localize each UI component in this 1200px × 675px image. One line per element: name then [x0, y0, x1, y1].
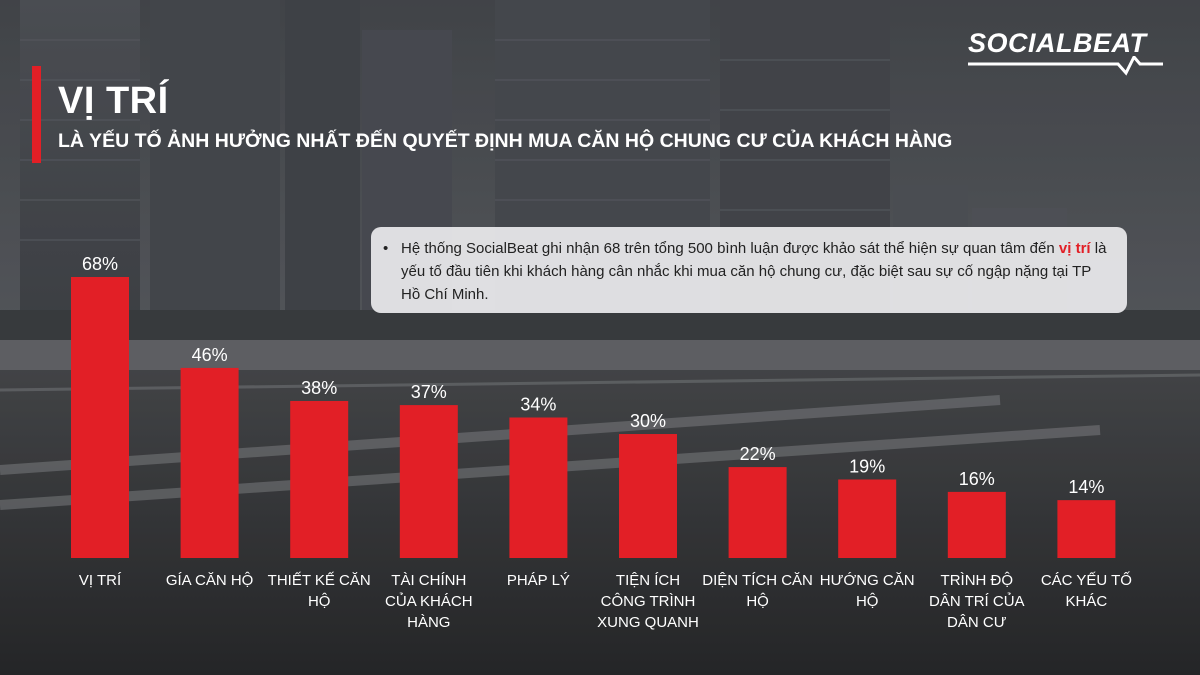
insight-note-box: • Hệ thống SocialBeat ghi nhận 68 trên t… — [371, 227, 1127, 313]
page-subtitle: LÀ YẾU TỐ ẢNH HƯỞNG NHẤT ĐẾN QUYẾT ĐỊNH … — [58, 130, 953, 152]
category-label-4: TÀI CHÍNH CỦA KHÁCH HÀNG — [385, 572, 473, 631]
bullet-icon: • — [383, 240, 389, 257]
category-label-5: PHÁP LÝ — [507, 572, 570, 589]
category-label-3: THIẾT KẾ CĂN HỘ — [268, 572, 371, 610]
value-label-3: 38% — [301, 378, 337, 398]
bar-1 — [71, 277, 129, 558]
bar-2 — [180, 367, 239, 558]
heartbeat-line-icon — [968, 56, 1163, 76]
value-label-6: 30% — [630, 411, 666, 431]
logo-text: SOCIALBEAT — [968, 28, 1147, 58]
note-text-before: Hệ thống SocialBeat ghi nhận 68 trên tổn… — [401, 240, 1059, 257]
bar-6 — [619, 434, 677, 558]
value-label-4: 37% — [411, 382, 447, 402]
category-label-6: TIỆN ÍCH CÔNG TRÌNH XUNG QUANH — [597, 572, 699, 631]
bar-9 — [947, 491, 1006, 558]
value-label-2: 46% — [192, 345, 228, 365]
page-title: VỊ TRÍ — [58, 80, 169, 122]
socialbeat-logo: SOCIALBEAT — [968, 26, 1168, 76]
category-label-10: CÁC YẾU TỐ KHÁC — [1041, 571, 1132, 610]
category-label-1: VỊ TRÍ — [79, 572, 122, 589]
value-label-7: 22% — [740, 444, 776, 464]
category-label-7: DIỆN TÍCH CĂN HỘ — [702, 572, 813, 610]
note-text-after: là yếu tố đầu tiên khi khách hàng cân nh… — [401, 240, 1107, 303]
value-label-1: 68% — [82, 254, 118, 274]
bar-7 — [728, 467, 787, 558]
category-label-8: HƯỚNG CĂN HỘ — [820, 572, 915, 610]
bar-10 — [1057, 500, 1116, 558]
value-label-9: 16% — [959, 469, 995, 489]
bar-8 — [838, 479, 897, 558]
category-label-9: TRÌNH ĐỘ DÂN TRÍ CỦA DÂN CƯ — [929, 572, 1025, 631]
bar-3 — [290, 400, 349, 558]
title-accent-bar — [32, 66, 41, 163]
value-label-5: 34% — [520, 395, 556, 415]
value-label-10: 14% — [1068, 477, 1104, 497]
value-label-8: 19% — [849, 456, 885, 476]
bar-5 — [509, 417, 568, 558]
bar-4 — [399, 405, 458, 558]
category-label-2: GÍA CĂN HỘ — [166, 572, 254, 589]
note-highlight: vị trí — [1058, 240, 1091, 257]
